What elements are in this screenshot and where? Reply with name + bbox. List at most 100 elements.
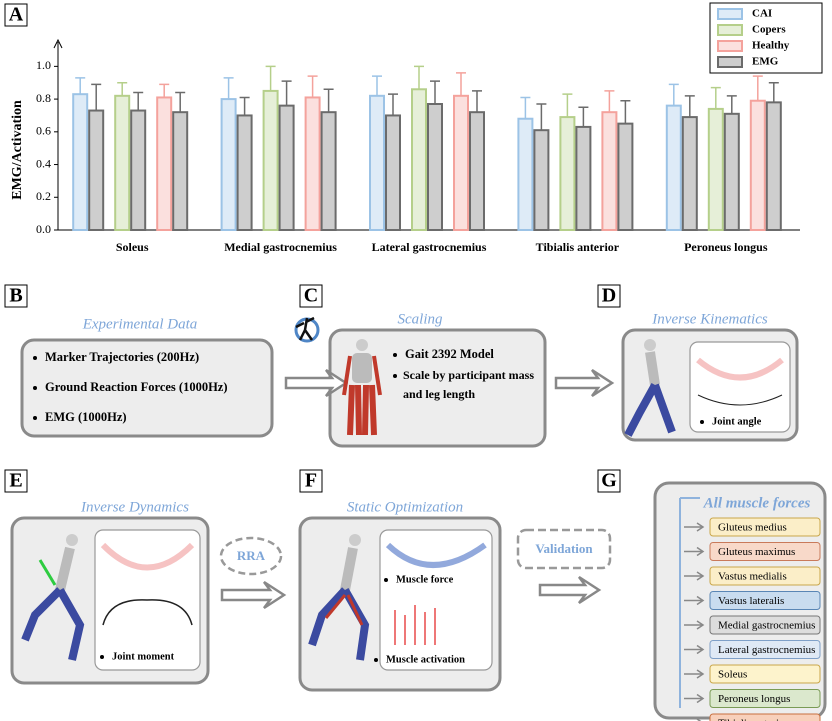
x-tick-label: Peroneus longus — [684, 240, 768, 254]
error-bar — [282, 81, 292, 106]
bullet — [100, 655, 104, 659]
bar — [157, 97, 171, 230]
y-tick-label: 0.2 — [36, 189, 51, 203]
step-label: Validation — [535, 541, 593, 556]
error-bar — [685, 96, 695, 117]
x-tick-label: Tibialis anterior — [536, 240, 620, 254]
item-label: Scale by participant mass and leg length — [403, 366, 538, 404]
legend-swatch — [718, 9, 742, 19]
y-tick-label: 0.4 — [36, 156, 51, 170]
bar — [667, 106, 681, 230]
error-bar — [711, 88, 721, 109]
error-bar — [669, 84, 679, 105]
bullet — [393, 374, 397, 378]
item-label: Joint angle — [712, 416, 762, 427]
bar — [222, 99, 236, 230]
error-bar — [753, 76, 763, 101]
item-label: Muscle activation — [386, 654, 465, 665]
panel-title: Scaling — [398, 311, 443, 327]
panel-label: A — [9, 4, 24, 26]
muscle-label: Gluteus medius — [718, 522, 787, 534]
error-bar — [620, 101, 630, 124]
legend-swatch — [718, 41, 742, 51]
error-bar — [578, 107, 588, 127]
panel-title: Inverse Dynamics — [80, 499, 189, 515]
legend-swatch — [718, 57, 742, 67]
legend-swatch — [718, 25, 742, 35]
error-bar — [266, 66, 276, 91]
muscle-label: Medial gastrocnemius — [718, 620, 815, 632]
x-tick-label: Lateral gastrocnemius — [372, 240, 487, 254]
bar — [534, 130, 548, 230]
bar — [370, 96, 384, 230]
bullet — [700, 420, 704, 424]
bar — [412, 89, 426, 230]
legend-label: Copers — [752, 24, 786, 36]
item-label: Ground Reaction Forces (1000Hz) — [45, 380, 228, 394]
error-bar — [536, 104, 546, 130]
bar — [131, 111, 145, 230]
bullet — [384, 578, 388, 582]
error-bar — [159, 84, 169, 97]
bar — [470, 112, 484, 230]
muscle-label: Lateral gastrocnemius — [718, 644, 815, 656]
error-bar — [414, 66, 424, 89]
item-label: EMG (1000Hz) — [45, 410, 127, 424]
error-bar — [472, 91, 482, 112]
x-tick-label: Soleus — [116, 240, 149, 254]
item-label: Muscle force — [396, 574, 454, 585]
legend-label: CAI — [752, 8, 772, 20]
muscle-label: Gluteus maximus — [718, 546, 795, 558]
error-bar — [456, 73, 466, 96]
item-label: Gait 2392 Model — [405, 347, 494, 361]
item-wrap: Scale by participant mass and leg length — [403, 366, 538, 430]
legend-label: EMG — [752, 56, 779, 68]
bar — [115, 96, 129, 230]
bar — [518, 119, 532, 230]
error-bar — [769, 83, 779, 103]
bar — [576, 127, 590, 230]
panel-title: Experimental Data — [82, 316, 198, 332]
error-bar — [175, 93, 185, 113]
error-bar — [430, 81, 440, 104]
panel-title: Static Optimization — [347, 499, 463, 515]
bar — [602, 112, 616, 230]
panel-label: D — [602, 285, 616, 307]
y-tick-label: 1.0 — [36, 58, 51, 72]
error-bar — [372, 76, 382, 96]
panel-label: C — [304, 285, 318, 307]
bar — [709, 109, 723, 230]
arrow — [540, 577, 599, 603]
error-bar — [388, 94, 398, 115]
error-bar — [604, 91, 614, 112]
bar — [238, 115, 252, 230]
panel-label: B — [9, 285, 22, 307]
bar — [725, 114, 739, 230]
error-bar — [224, 78, 234, 99]
muscle-label: Soleus — [718, 669, 747, 681]
bar — [89, 111, 103, 230]
bar — [428, 104, 442, 230]
bullet — [374, 658, 378, 662]
bar — [618, 124, 632, 230]
legend-label: Healthy — [752, 40, 790, 52]
bar — [264, 91, 278, 230]
muscle-label: Tibialis anterior — [718, 718, 789, 721]
panel-label: F — [305, 470, 317, 492]
figure: A EMG/Activation — [0, 0, 832, 721]
muscle-label: Vastus medialis — [718, 571, 787, 583]
item-label: Joint moment — [112, 651, 175, 662]
error-bar — [324, 89, 334, 112]
item-label: Marker Trajectories (200Hz) — [45, 350, 199, 364]
bar — [73, 94, 87, 230]
y-tick-label: 0.0 — [36, 222, 51, 236]
bar — [322, 112, 336, 230]
bar — [454, 96, 468, 230]
arrow — [556, 370, 612, 396]
bar — [683, 117, 697, 230]
error-bar — [727, 96, 737, 114]
panel-label: G — [601, 470, 617, 492]
bar — [751, 101, 765, 230]
bar — [173, 112, 187, 230]
muscle-label: Peroneus longus — [718, 693, 790, 705]
